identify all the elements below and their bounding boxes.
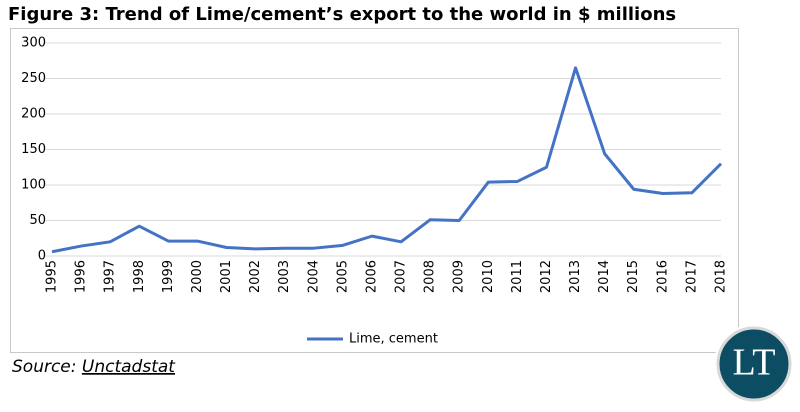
x-tick-label: 1995 [45,260,60,293]
y-tick-label: 300 [21,36,46,51]
x-tick-label: 2012 [539,260,554,293]
x-tick-label: 2009 [452,260,467,293]
source-label: Source: [12,357,77,377]
legend-label: Lime, cement [349,332,438,347]
chart-title: Figure 3: Trend of Lime/cement’s export … [8,4,676,25]
x-tick-label: 1996 [74,260,89,293]
y-tick-label: 100 [21,178,46,193]
line [51,66,723,254]
source-name: Unctadstat [82,357,176,377]
source: Source: Unctadstat [12,357,176,377]
logo [716,326,792,402]
chart-frame [10,28,739,353]
x-tick-label: 2011 [510,260,525,293]
y-tick-label: 0 [38,249,46,264]
x-tick-label: 2001 [219,260,234,293]
x-tick-label: 2014 [597,260,612,293]
x-tick-label: 2005 [335,260,350,293]
x-tick-label: 2000 [190,260,205,293]
y-tick-label: 200 [21,107,46,122]
x-tick-label: 2007 [394,260,409,293]
logo-text: LT [733,342,776,384]
x-tick-label: 2017 [684,260,699,293]
x-tick-label: 2006 [364,260,379,293]
x-tick-label: 2018 [714,260,729,293]
x-tick-label: 1997 [103,260,118,293]
y-tick-label: 150 [21,142,46,157]
x-tick-label: 2004 [306,260,321,293]
x-tick-label: 1999 [161,260,176,293]
y-tick-label: 50 [29,213,46,228]
x-tick-label: 1998 [132,260,147,293]
x-tick-label: 2003 [277,260,292,293]
x-tick-label: 2013 [568,260,583,293]
x-tick-label: 2002 [248,260,263,293]
y-tick-label: 250 [21,71,46,86]
x-tick-label: 2010 [481,260,496,293]
x-tick-label: 2008 [423,260,438,293]
x-tick-label: 2015 [626,260,641,293]
x-tick-label: 2016 [655,260,670,293]
